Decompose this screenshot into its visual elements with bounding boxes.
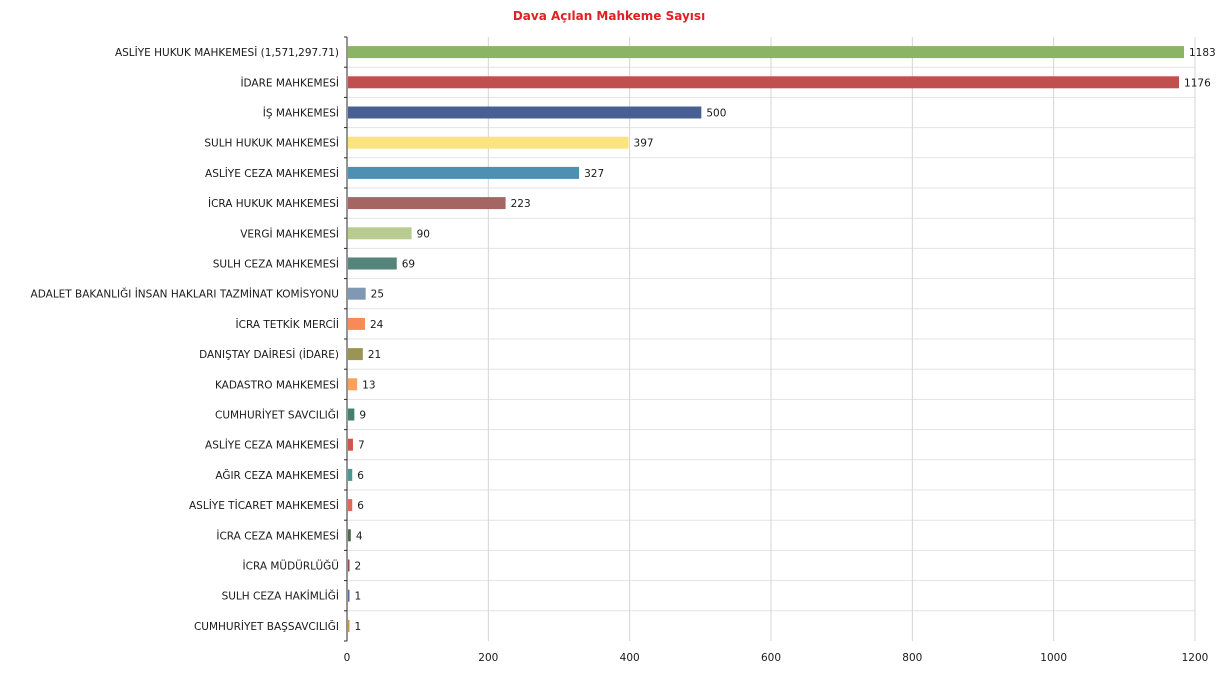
category-label: DANIŞTAY DAİRESİ (İDARE) [199, 348, 339, 361]
category-labels: ASLİYE HUKUK MAHKEMESİ (1,571,297.71) İDA… [31, 46, 339, 633]
bar[interactable] [348, 529, 351, 542]
value-label: 1 [355, 591, 362, 603]
value-label: 90 [417, 228, 430, 240]
bar[interactable] [348, 378, 358, 391]
value-label: 223 [511, 198, 531, 210]
chart-title: Dava Açılan Mahkeme Sayısı [513, 9, 705, 23]
value-label: 327 [584, 168, 604, 180]
category-label: CUMHURİYET BAŞSAVCILIĞI [194, 620, 339, 633]
x-tick-labels: 0 200 400 600 800 1000 1200 [344, 652, 1209, 664]
value-label: 4 [356, 530, 363, 542]
category-label: İŞ MAHKEMESİ [263, 107, 339, 120]
category-label: ASLİYE CEZA MAHKEMESİ [205, 167, 339, 180]
value-label: 397 [634, 138, 654, 150]
bar[interactable] [348, 348, 363, 361]
bar[interactable] [348, 227, 412, 240]
bar[interactable] [348, 619, 350, 632]
bar[interactable] [348, 438, 353, 451]
value-label: 500 [706, 108, 726, 120]
grid-lines [347, 37, 1196, 641]
category-label: ASLİYE TİCARET MAHKEMESİ [189, 499, 339, 512]
bar[interactable] [348, 197, 506, 210]
value-label: 2 [355, 561, 362, 573]
value-label: 6 [357, 470, 364, 482]
x-tick-label: 1000 [1040, 652, 1067, 664]
value-label: 69 [402, 259, 415, 271]
category-label: AĞIR CEZA MAHKEMESİ [215, 469, 339, 482]
bar[interactable] [348, 468, 353, 481]
category-label: CUMHURİYET SAVCILIĞI [215, 409, 339, 422]
x-tick-label: 600 [761, 652, 781, 664]
bar[interactable] [348, 499, 353, 512]
bar[interactable] [348, 408, 355, 421]
category-label: ASLİYE CEZA MAHKEMESİ [205, 439, 339, 452]
bar[interactable] [348, 166, 580, 179]
bar[interactable] [348, 317, 365, 330]
value-label: 7 [358, 440, 365, 452]
value-label: 1 [355, 621, 362, 633]
category-label: ADALET BAKANLIĞI İNSAN HAKLARI TAZMİNAT … [31, 288, 339, 301]
axes [344, 36, 348, 642]
value-label: 13 [362, 379, 375, 391]
x-tick-label: 400 [620, 652, 640, 664]
bars [348, 46, 1184, 632]
category-label: VERGİ MAHKEMESİ [240, 227, 339, 240]
category-label: SULH HUKUK MAHKEMESİ [204, 137, 339, 150]
bar[interactable] [348, 136, 629, 149]
bar[interactable] [348, 287, 366, 300]
value-label: 25 [371, 289, 384, 301]
value-label: 24 [370, 319, 384, 331]
bar[interactable] [348, 589, 350, 602]
bar[interactable] [348, 106, 702, 119]
category-label: SULH CEZA HAKİMLİĞİ [222, 590, 339, 603]
bar[interactable] [348, 257, 397, 270]
category-label: İCRA TETKİK MERCİİ [236, 318, 339, 331]
category-label: SULH CEZA MAHKEMESİ [213, 258, 339, 271]
category-label: İDARE MAHKEMESİ [240, 76, 339, 89]
bar[interactable] [348, 559, 350, 572]
category-label: İCRA CEZA MAHKEMESİ [216, 529, 339, 542]
category-label: ASLİYE HUKUK MAHKEMESİ (1,571,297.71) [115, 46, 339, 59]
category-label: KADASTRO MAHKEMESİ [215, 378, 339, 391]
value-label: 1183 [1189, 47, 1216, 59]
x-tick-label: 800 [902, 652, 922, 664]
bar[interactable] [348, 76, 1180, 89]
bar[interactable] [348, 46, 1184, 59]
category-label: İCRA HUKUK MAHKEMESİ [208, 197, 339, 210]
category-label: İCRA MÜDÜRLÜĞÜ [243, 560, 339, 573]
value-label: 9 [359, 410, 366, 422]
x-tick-label: 0 [344, 652, 351, 664]
x-tick-label: 200 [478, 652, 498, 664]
x-tick-label: 1200 [1182, 652, 1209, 664]
value-label: 21 [368, 349, 381, 361]
value-label: 1176 [1184, 77, 1211, 89]
value-label: 6 [357, 500, 364, 512]
